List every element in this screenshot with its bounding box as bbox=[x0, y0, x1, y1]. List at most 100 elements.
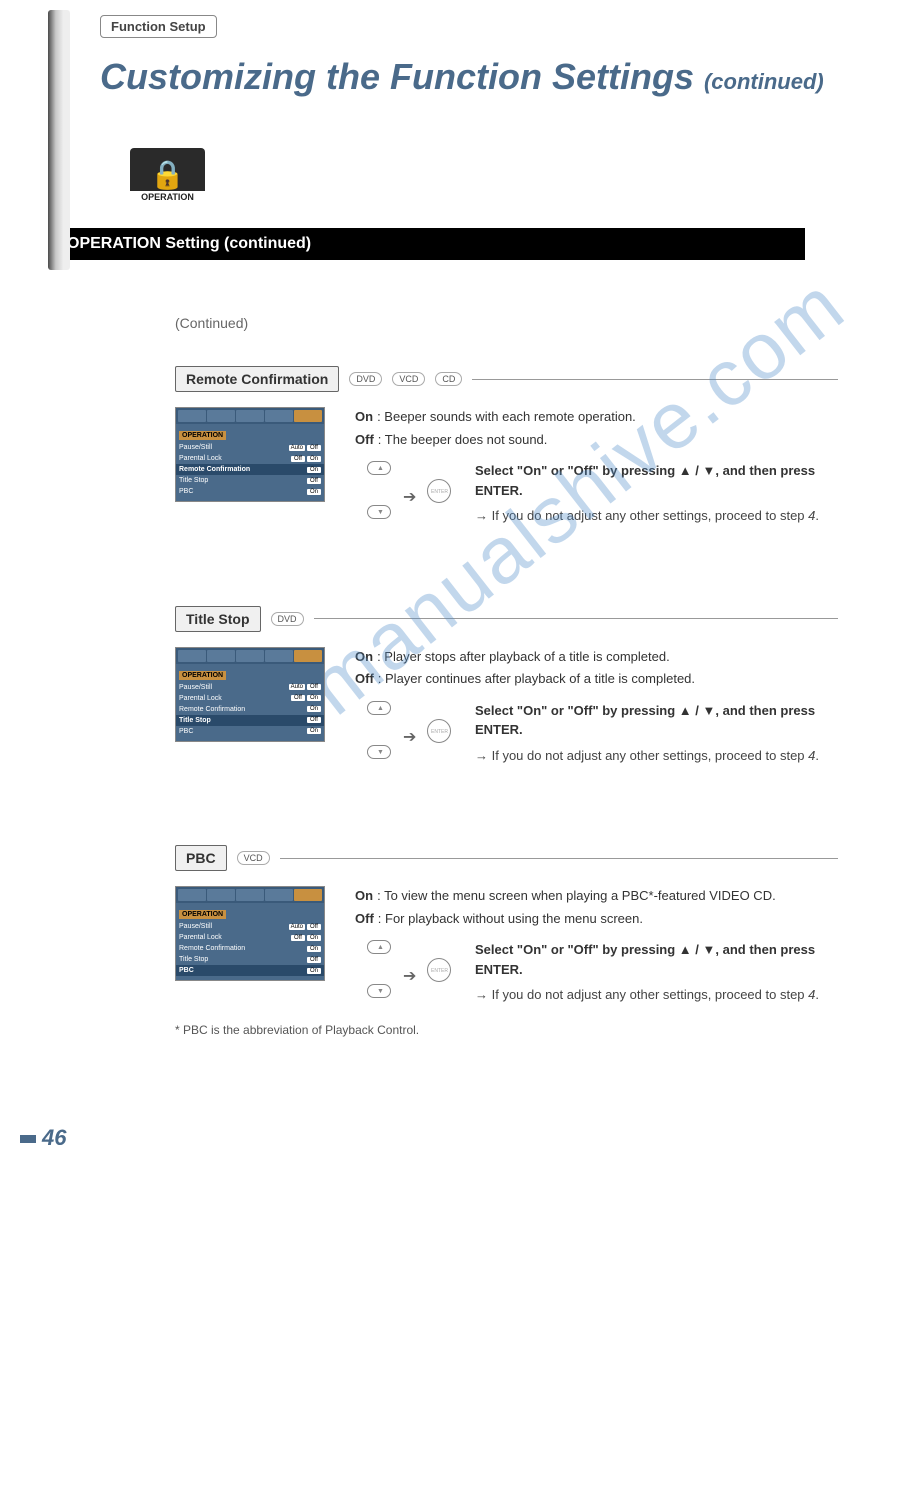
osd-row-label: PBC bbox=[179, 967, 305, 974]
off-description: Off: The beeper does not sound. bbox=[355, 430, 838, 450]
disc-badge: VCD bbox=[237, 851, 270, 865]
remote-buttons-diagram: ➔ bbox=[355, 940, 455, 1000]
arrow-right-icon: ➔ bbox=[403, 965, 416, 989]
osd-row-label: Remote Confirmation bbox=[179, 706, 305, 713]
instruction-row: ➔ Select "On" or "Off" by pressing ▲ / ▼,… bbox=[355, 940, 838, 1005]
osd-tab-icon bbox=[294, 650, 322, 662]
osd-row-label: Title Stop bbox=[179, 477, 305, 484]
osd-menu-row: PBCOn bbox=[176, 486, 324, 497]
osd-tab-row bbox=[176, 408, 324, 424]
osd-tab-icon bbox=[294, 410, 322, 422]
osd-tab-icon bbox=[265, 889, 293, 901]
osd-tab-icon bbox=[207, 650, 235, 662]
setting-body: OPERATIONPause/StillAutoOffParental Lock… bbox=[175, 407, 838, 526]
arrow-right-icon: ➔ bbox=[403, 726, 416, 750]
step-number: 4 bbox=[808, 987, 815, 1002]
osd-row-value: On bbox=[307, 695, 321, 701]
osd-row-value: Off bbox=[307, 717, 321, 723]
instruction-text: Select "On" or "Off" by pressing ▲ / ▼, … bbox=[475, 461, 838, 526]
osd-menu-row: Title StopOff bbox=[176, 954, 324, 965]
down-button-icon bbox=[367, 745, 391, 759]
title-continued: (continued) bbox=[704, 69, 824, 94]
osd-section-label: OPERATION bbox=[179, 910, 226, 919]
setting-header: Title StopDVD bbox=[175, 606, 838, 632]
setting-header: Remote ConfirmationDVDVCDCD bbox=[175, 366, 838, 392]
setting-name-box: Remote Confirmation bbox=[175, 366, 339, 392]
disc-badge: DVD bbox=[271, 612, 304, 626]
on-text: Player stops after playback of a title i… bbox=[384, 649, 669, 664]
setting-text-column: On: Beeper sounds with each remote opera… bbox=[355, 407, 838, 526]
setting-text-column: On: Player stops after playback of a tit… bbox=[355, 647, 838, 766]
osd-menu-row: PBCOn bbox=[176, 726, 324, 737]
osd-menu-row: Pause/StillAutoOff bbox=[176, 921, 324, 932]
setting-body: OPERATIONPause/StillAutoOffParental Lock… bbox=[175, 647, 838, 766]
instruction-main: Select "On" or "Off" by pressing ▲ / ▼, … bbox=[475, 461, 838, 500]
content-area: (Continued) Remote ConfirmationDVDVCDCDO… bbox=[55, 260, 918, 1037]
osd-row-value: On bbox=[307, 946, 321, 952]
on-text: Beeper sounds with each remote operation… bbox=[384, 409, 636, 424]
osd-menu-screenshot: OPERATIONPause/StillAutoOffParental Lock… bbox=[175, 647, 325, 742]
off-text: Player continues after playback of a tit… bbox=[385, 671, 695, 686]
osd-menu-row: PBCOn bbox=[176, 965, 324, 976]
osd-tab-icon bbox=[178, 650, 206, 662]
down-button-icon bbox=[367, 984, 391, 998]
off-description: Off: For playback without using the menu… bbox=[355, 909, 838, 929]
operation-icon: 🔒 OPERATION bbox=[130, 148, 205, 203]
osd-row-label: Parental Lock bbox=[179, 695, 289, 702]
osd-row-label: Parental Lock bbox=[179, 934, 289, 941]
osd-row-value: Off bbox=[307, 924, 321, 930]
instruction-row: ➔ Select "On" or "Off" by pressing ▲ / ▼,… bbox=[355, 701, 838, 766]
osd-menu-row: Title StopOff bbox=[176, 475, 324, 486]
osd-row-value: Off bbox=[307, 684, 321, 690]
instruction-text: Select "On" or "Off" by pressing ▲ / ▼, … bbox=[475, 940, 838, 1005]
osd-row-value: On bbox=[307, 728, 321, 734]
osd-tab-icon bbox=[265, 650, 293, 662]
osd-menu-row: Remote ConfirmationOn bbox=[176, 704, 324, 715]
osd-section-label: OPERATION bbox=[179, 671, 226, 680]
remote-buttons-diagram: ➔ bbox=[355, 701, 455, 761]
osd-tab-icon bbox=[236, 650, 264, 662]
title-main: Customizing the Function Settings bbox=[100, 56, 694, 97]
osd-menu-screenshot: OPERATIONPause/StillAutoOffParental Lock… bbox=[175, 407, 325, 502]
up-button-icon bbox=[367, 940, 391, 954]
osd-row-value: On bbox=[307, 968, 321, 974]
osd-row-value: On bbox=[307, 489, 321, 495]
on-description: On: Beeper sounds with each remote opera… bbox=[355, 407, 838, 427]
osd-menu-row: Remote ConfirmationOn bbox=[176, 943, 324, 954]
setting-body: OPERATION Pause/StillAutoOff Parental Lock… bbox=[175, 886, 838, 1005]
up-button-icon bbox=[367, 461, 391, 475]
breadcrumb-badge: Function Setup bbox=[100, 15, 217, 38]
osd-row-value: Auto bbox=[289, 684, 305, 690]
osd-menu-row: Parental LockOffOn bbox=[176, 453, 324, 464]
osd-row-value: Auto bbox=[289, 924, 305, 930]
off-text: For playback without using the menu scre… bbox=[385, 911, 643, 926]
osd-row-value: Off bbox=[307, 957, 321, 963]
osd-row-label: Remote Confirmation bbox=[179, 945, 305, 952]
osd-row-value: On bbox=[307, 935, 321, 941]
remote-buttons-diagram: ➔ bbox=[355, 461, 455, 521]
osd-row-value: Auto bbox=[289, 445, 305, 451]
osd-row-label: Pause/Still bbox=[179, 684, 287, 691]
osd-row-label: Pause/Still bbox=[179, 444, 287, 451]
lock-icon: 🔒 bbox=[150, 161, 185, 189]
osd-row-value: Off bbox=[307, 478, 321, 484]
osd-menu-row: Pause/StillAutoOff bbox=[176, 442, 324, 453]
osd-menu-row: Pause/StillAutoOff bbox=[176, 682, 324, 693]
off-description: Off: Player continues after playback of … bbox=[355, 669, 838, 689]
osd-tab-row bbox=[176, 648, 324, 664]
osd-row-value: Off bbox=[291, 695, 305, 701]
arrow-right-icon: ➔ bbox=[403, 486, 416, 510]
osd-tab-icon bbox=[178, 410, 206, 422]
disc-badge: CD bbox=[435, 372, 462, 386]
instruction-sub: → If you do not adjust any other setting… bbox=[475, 746, 838, 766]
osd-tab-icon bbox=[207, 889, 235, 901]
setting-block: Title StopDVDOPERATIONPause/StillAutoOff… bbox=[175, 606, 838, 766]
operation-icon-label: OPERATION bbox=[130, 191, 205, 203]
disc-badge: VCD bbox=[392, 372, 425, 386]
instruction-text: Select "On" or "Off" by pressing ▲ / ▼, … bbox=[475, 701, 838, 766]
page-number: 46 bbox=[20, 1125, 66, 1151]
setting-block: Remote ConfirmationDVDVCDCDOPERATIONPaus… bbox=[175, 366, 838, 526]
osd-section-label: OPERATION bbox=[179, 431, 226, 440]
manual-page: manualshive.com Function Setup Customizi… bbox=[0, 0, 918, 1200]
page-title: Customizing the Function Settings (conti… bbox=[100, 56, 918, 98]
